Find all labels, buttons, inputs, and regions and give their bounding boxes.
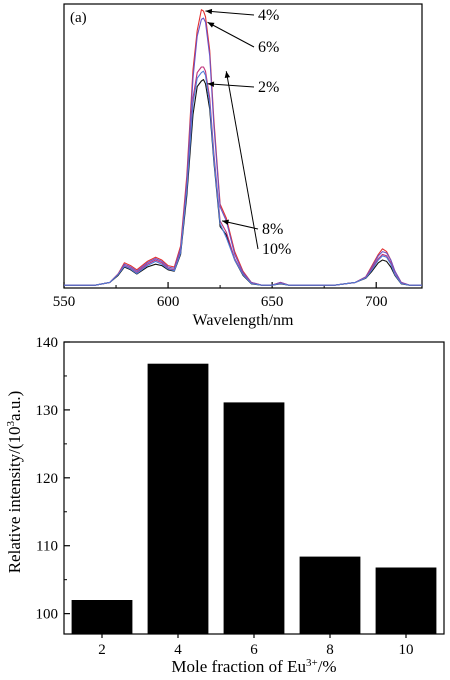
bar-x-axis-title: Mole fraction of Eu3+/% [171,657,336,676]
annotation-arrow [207,83,255,88]
spectrum-x-tick-label: 650 [261,294,284,310]
annotation-arrow [207,21,255,48]
annotation-label: 10% [262,241,291,258]
bar-y-axis-title-tail: a.u.) [5,391,24,421]
spectrum-x-tick-label: 550 [53,294,76,310]
bar-category-label: 4 [174,642,182,658]
bar-y-tick-label: 110 [36,539,58,555]
bar-category-labels: 2 4 6 8 10 [98,634,414,658]
annotation-arrow [205,10,255,16]
spectrum-series [64,9,422,286]
annotation-arrowhead [207,81,215,87]
bar-y-axis-title-sup: 3 [5,420,17,426]
annotation-arrowhead [205,8,213,15]
annotation-label: 8% [262,221,283,238]
spectrum-line-5 [64,70,422,286]
annotation-arrowhead [224,71,231,79]
spectrum-x-tick-label: 700 [365,294,388,310]
spectrum-line-4 [64,66,422,286]
bar-category-label: 2 [98,642,106,658]
spectrum-line-3 [64,79,422,286]
spectrum-line-2 [64,17,422,286]
annotation-arrowhead [222,219,229,225]
spectrum-x-ticks: 550 600 650 700 [53,282,388,310]
bar-x-axis-title-tail: /% [318,657,337,676]
bar-y-axis-title-main: Relative intensity/(10 [5,426,24,573]
bar-x-axis-title-main: Mole fraction of Eu [171,657,306,676]
bar-4 [147,363,209,634]
bar-panel: 100 110 120 130 140 2 4 6 8 10 Mole fraction of … [5,335,445,676]
bar-2 [71,600,133,634]
panel-label: (a) [70,10,87,26]
annotation-label: 2% [258,79,279,96]
bar-y-axis-title: Relative intensity/(103a.u.) [5,391,24,574]
spectrum-annotations: 4% 6% 2% 8% 10% [205,7,291,258]
bar-y-tick-label: 120 [36,471,59,487]
bar-6 [223,402,285,634]
annotation-label: 6% [258,39,279,56]
annotation-label: 4% [258,7,279,24]
bar-category-label: 6 [250,642,258,658]
bar-y-tick-label: 130 [36,403,59,419]
spectrum-plot-frame [63,3,423,289]
spectrum-panel: (a) 550 600 650 700 4% 6% 2% 8% 10% Wavelength/… [53,3,423,329]
bar-10 [375,567,437,634]
spectrum-line-1 [64,9,422,286]
bars [71,363,437,634]
annotation-arrowhead [207,22,215,28]
bar-category-label: 8 [326,642,334,658]
bar-y-tick-label: 140 [36,335,59,351]
spectrum-x-axis-title: Wavelength/nm [193,312,294,329]
spectrum-x-tick-label: 600 [157,294,180,310]
bar-8 [299,556,361,634]
bar-x-axis-title-sup: 3+ [306,657,318,669]
bar-axis-ticks: 100 110 120 130 140 [36,335,70,623]
bar-category-label: 10 [399,642,414,658]
bar-y-tick-label: 100 [36,607,59,623]
annotation-arrow [225,71,259,250]
